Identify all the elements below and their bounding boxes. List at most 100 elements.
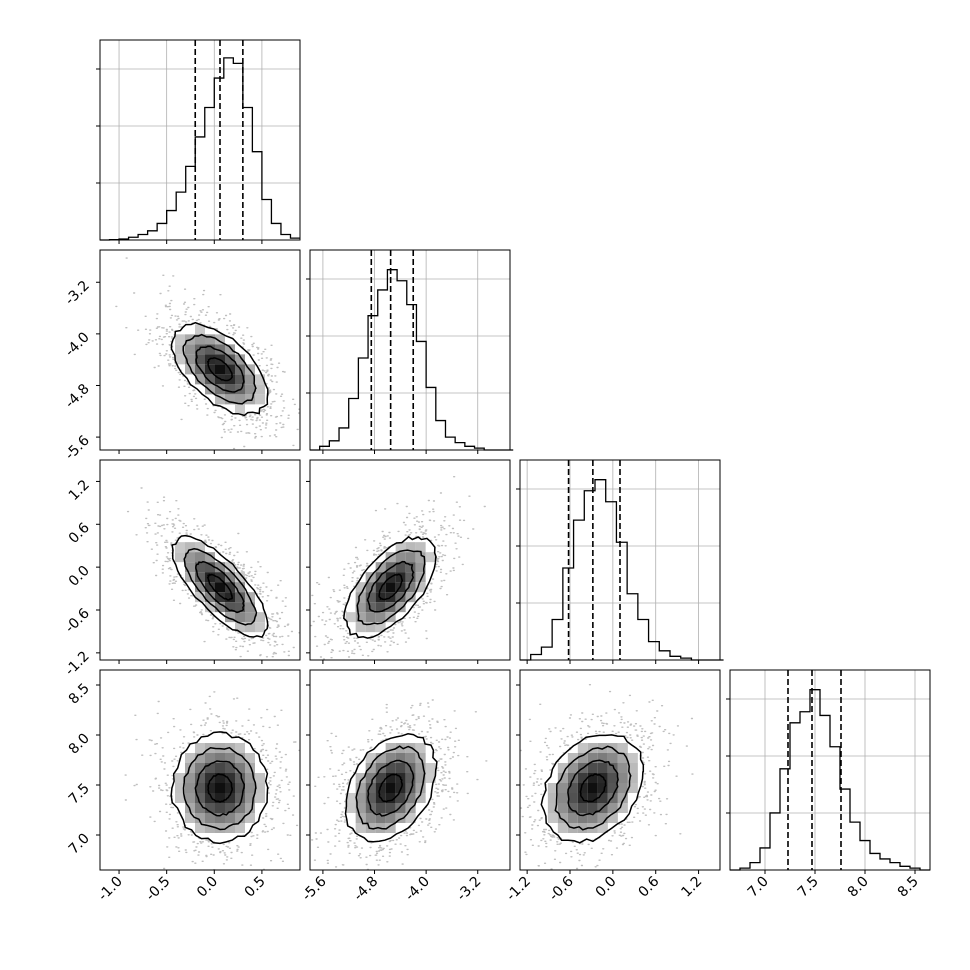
- density-cell: [375, 622, 386, 633]
- density-cell: [225, 572, 235, 583]
- density-cell: [607, 803, 618, 813]
- density-panel-1-2: [309, 459, 511, 661]
- contour-line: [343, 535, 438, 639]
- density-cell: [195, 823, 205, 833]
- density-panel-0-3: [99, 669, 301, 871]
- density-cell: [205, 793, 215, 803]
- scatter-points: [310, 476, 486, 660]
- density-cell: [395, 552, 406, 563]
- density-cell: [355, 793, 366, 803]
- density-cell: [175, 773, 185, 783]
- density-cell: [557, 803, 568, 813]
- panel-frame: [519, 459, 721, 661]
- density-cell: [577, 783, 588, 793]
- contour-line: [567, 759, 619, 817]
- density-cell: [195, 334, 205, 345]
- density-cell: [225, 384, 235, 395]
- density-cell: [547, 783, 558, 793]
- density-cell: [205, 552, 215, 563]
- density-cell: [245, 602, 255, 613]
- density-panel-0-2: [99, 459, 301, 661]
- density-cell: [215, 773, 225, 783]
- density-cell: [577, 803, 588, 813]
- density-cell: [255, 773, 265, 783]
- y-tick-label: -0.6: [62, 605, 93, 636]
- density-cell: [255, 793, 265, 803]
- density-cell: [205, 753, 215, 763]
- x-tick-label: -0.5: [143, 874, 174, 905]
- density-content: [124, 691, 300, 870]
- density-cell: [235, 803, 245, 813]
- density-cell: [345, 803, 356, 813]
- contour-line: [195, 345, 245, 393]
- density-cell: [385, 803, 396, 813]
- density-cell: [205, 803, 215, 813]
- y-tick-label: 8.5: [66, 681, 93, 708]
- density-cell: [185, 763, 195, 773]
- density-cell: [225, 394, 235, 405]
- density-cell: [215, 562, 225, 573]
- density-cell: [405, 783, 416, 793]
- panel-frame: [99, 669, 301, 871]
- density-cell: [375, 813, 386, 823]
- contour-line: [182, 333, 257, 405]
- density-cell: [175, 344, 185, 355]
- density-cell: [235, 622, 245, 633]
- density-cell: [557, 783, 568, 793]
- density-cell: [225, 803, 235, 813]
- density-cell: [385, 743, 396, 753]
- contour-line: [579, 773, 607, 803]
- y-tick-label: 0.6: [66, 520, 93, 547]
- density-cell: [255, 612, 265, 623]
- density-cell: [355, 592, 366, 603]
- contour-line: [356, 549, 426, 626]
- density-cell: [415, 783, 426, 793]
- contour-line: [170, 321, 269, 417]
- contour-line: [366, 560, 415, 613]
- density-cell: [577, 823, 588, 833]
- density-cell: [415, 582, 426, 593]
- density-cell: [195, 813, 205, 823]
- density-cell: [375, 753, 386, 763]
- x-tick-label: 7.5: [795, 874, 822, 901]
- density-cell: [215, 364, 225, 375]
- density-cell: [215, 823, 225, 833]
- density-cell: [375, 803, 386, 813]
- density-cell: [205, 813, 215, 823]
- density-cell: [195, 803, 205, 813]
- density-cell: [385, 823, 396, 833]
- density-cell: [375, 602, 386, 613]
- density-cell: [365, 793, 376, 803]
- contour-line: [170, 731, 269, 845]
- density-cell: [617, 803, 628, 813]
- density-cell: [385, 552, 396, 563]
- histogram-panel-2: [516, 459, 724, 661]
- density-cell: [547, 803, 558, 813]
- density-cell: [385, 793, 396, 803]
- density-cell: [395, 592, 406, 603]
- density-cell: [415, 773, 426, 783]
- density-content: [115, 257, 300, 450]
- density-cell: [415, 763, 426, 773]
- density-cell: [415, 542, 426, 553]
- density-cell: [225, 773, 235, 783]
- density-cell: [225, 783, 235, 793]
- scatter-points: [520, 684, 694, 870]
- density-cell: [215, 592, 225, 603]
- density-cell: [225, 602, 235, 613]
- density-cell: [567, 753, 578, 763]
- ticks-layer: [96, 240, 916, 874]
- density-cell: [405, 592, 416, 603]
- density-cell: [415, 572, 426, 583]
- density-cell: [395, 542, 406, 553]
- density-cell: [587, 803, 598, 813]
- density-cell: [567, 763, 578, 773]
- density-cell: [405, 753, 416, 763]
- density-cell: [235, 793, 245, 803]
- density-cell: [617, 783, 628, 793]
- density-cell: [185, 344, 195, 355]
- density-content: [311, 699, 488, 870]
- contour-line: [182, 746, 257, 831]
- density-cell: [205, 572, 215, 583]
